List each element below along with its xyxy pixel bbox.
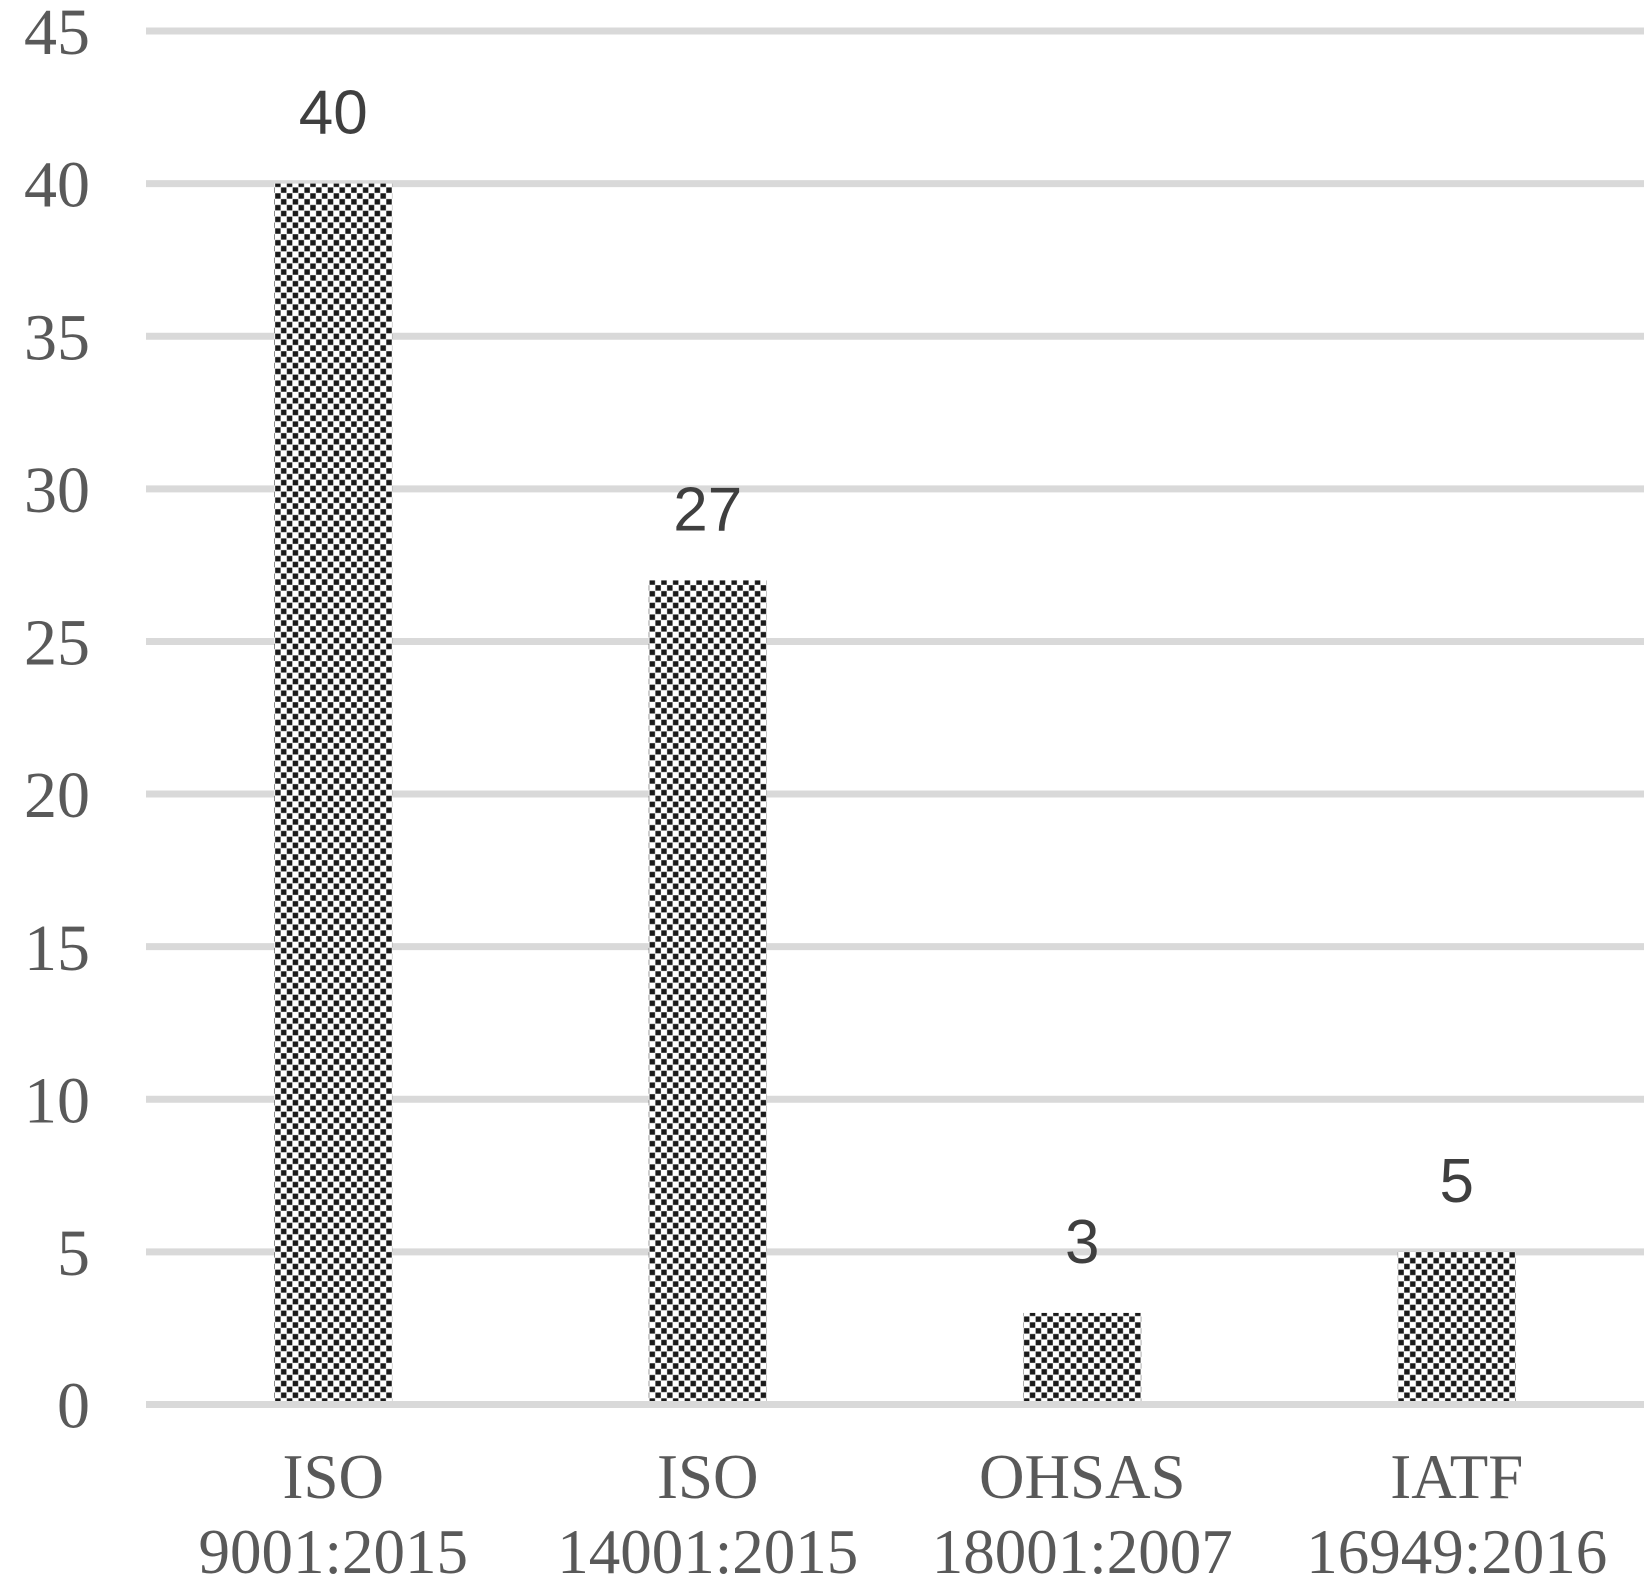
bar [1397, 1251, 1516, 1401]
y-axis-tick-label: 35 [24, 301, 90, 374]
category-label-line1: ISO [282, 1442, 384, 1512]
y-axis-tick-label: 40 [24, 149, 90, 222]
category-label-line2: 14001:2015 [557, 1517, 858, 1583]
category-labels-layer: ISO9001:2015ISO14001:2015OHSAS18001:2007… [198, 1442, 1607, 1583]
y-axis-tick-label: 30 [24, 454, 90, 527]
bar-data-label: 3 [1065, 1208, 1099, 1277]
bars-layer [274, 183, 1516, 1402]
y-axis-tick-label: 10 [24, 1064, 90, 1137]
y-axis-tick-label: 0 [57, 1370, 90, 1443]
category-label-line1: ISO [657, 1442, 759, 1512]
category-label-line2: 9001:2015 [198, 1517, 468, 1583]
y-axis-tick-label: 25 [24, 607, 90, 680]
category-label-line1: IATF [1390, 1442, 1523, 1512]
y-axis-tick-label: 20 [24, 759, 90, 832]
y-axis-tick-label: 45 [24, 0, 90, 69]
bar [648, 580, 767, 1401]
bar [274, 183, 393, 1402]
bar-data-label: 40 [299, 79, 368, 148]
bar-data-label: 5 [1440, 1147, 1474, 1216]
category-label-line1: OHSAS [979, 1442, 1186, 1512]
y-axis-tick-label: 15 [24, 912, 90, 985]
category-label-line2: 18001:2007 [932, 1517, 1233, 1583]
category-label-line2: 16949:2016 [1306, 1517, 1607, 1583]
bar [1023, 1312, 1142, 1401]
gridlines-layer [146, 27, 1644, 1408]
y-axis-tick-label: 5 [57, 1217, 90, 1290]
data-labels-layer: 40 27 3 5 [299, 79, 1474, 1277]
bar-data-label: 27 [673, 475, 742, 544]
y-axis-labels-layer: 0 5 10 15 20 25 30 35 40 45 [24, 0, 90, 1443]
